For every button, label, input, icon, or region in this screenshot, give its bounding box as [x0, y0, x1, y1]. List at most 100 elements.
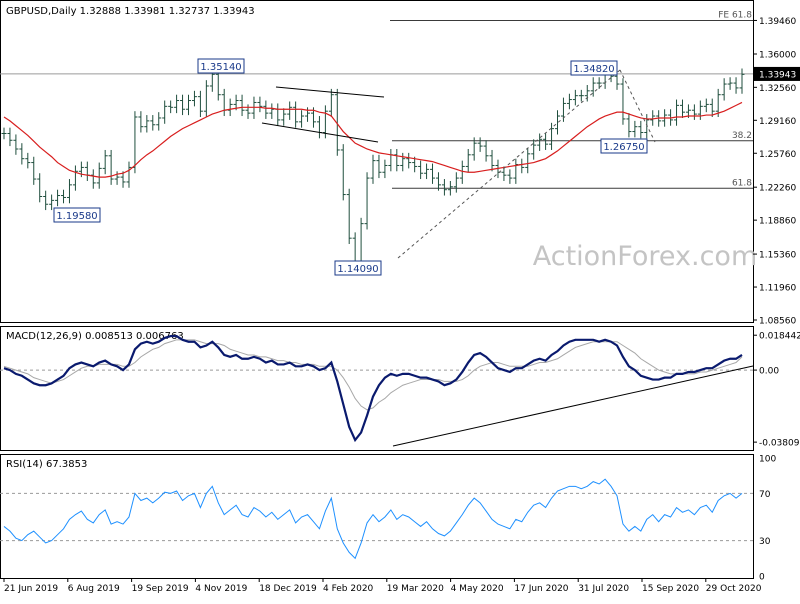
price-bar	[168, 100, 174, 114]
price-bar	[721, 78, 727, 101]
price-tick-label: 1.15360	[759, 251, 796, 261]
price-bar	[114, 171, 120, 185]
price-tick-label: 1.22260	[759, 184, 796, 194]
date-tick-label: 29 Oct 2020	[706, 584, 762, 594]
price-bar	[709, 98, 715, 118]
rsi-tick-label: 70	[759, 490, 771, 500]
price-bar	[180, 94, 186, 116]
price-bar	[102, 149, 108, 175]
price-bar	[477, 137, 483, 152]
price-bar	[322, 105, 328, 139]
rsi-line	[3, 478, 743, 560]
price-bar	[340, 144, 346, 201]
price-bar	[197, 90, 203, 118]
price-bar	[72, 165, 78, 191]
price-bar	[186, 94, 191, 116]
price-tick-label: 1.32560	[759, 84, 796, 94]
price-bar	[66, 179, 72, 204]
price-bar	[584, 85, 590, 102]
price-label-high-2019: 1.35140	[197, 58, 245, 74]
price-bar	[632, 120, 638, 138]
price-bar	[394, 148, 400, 172]
rsi-tick-label: 30	[759, 537, 771, 547]
price-bar	[346, 188, 352, 244]
price-bar	[162, 100, 168, 124]
price-bar	[435, 172, 441, 191]
macd-line	[3, 334, 743, 443]
price-bar	[465, 148, 471, 173]
price-bar	[650, 110, 656, 126]
price-bar	[620, 78, 626, 125]
price-tick-label: 1.25760	[759, 150, 796, 160]
date-tick-label: 19 Sep 2019	[132, 584, 189, 594]
price-bar	[537, 133, 543, 151]
price-bar	[525, 148, 531, 174]
price-bar	[156, 112, 162, 131]
channel-upper-line	[275, 86, 385, 98]
price-bar	[572, 89, 578, 106]
price-bar	[691, 104, 697, 120]
date-tick-label: 4 Feb 2020	[323, 584, 374, 594]
price-bar	[566, 93, 572, 110]
price-label-text: 1.35140	[200, 62, 241, 73]
price-label-text: 1.14090	[337, 264, 378, 275]
levels-layer: FE 61.8 38.2 61.8	[0, 10, 753, 189]
date-tick-label: 4 May 2020	[451, 584, 504, 594]
price-bar	[90, 169, 96, 189]
date-tick-label: 17 Jun 2020	[514, 584, 568, 594]
price-bar	[19, 143, 25, 165]
price-bar	[370, 154, 376, 184]
price-bar	[31, 156, 37, 185]
date-tick-label: 19 Mar 2020	[387, 584, 444, 594]
price-bar	[239, 94, 245, 117]
price-bar	[733, 77, 739, 94]
price-bar	[49, 194, 55, 211]
date-tick-label: 18 Dec 2019	[259, 584, 317, 594]
price-bar	[549, 122, 555, 150]
price-bar	[191, 90, 197, 107]
fe-618-label: FE 61.8	[718, 10, 752, 20]
price-bar	[430, 163, 436, 184]
price-tick-label: 1.36000	[759, 50, 796, 60]
price-bar	[96, 162, 102, 189]
price-bar	[215, 68, 221, 101]
macd-tick-label: -0.038095	[759, 439, 800, 449]
price-label-text: 1.26750	[603, 142, 644, 153]
ma-layer	[3, 101, 743, 178]
price-bar	[61, 189, 67, 204]
moving-average-line	[3, 101, 743, 178]
price-bar	[513, 158, 519, 184]
price-bar	[412, 156, 418, 173]
price-bar	[299, 110, 305, 128]
price-bar	[382, 159, 388, 179]
price-bar	[126, 161, 132, 188]
price-bar	[489, 149, 495, 172]
price-bar	[578, 89, 584, 102]
price-bar	[25, 152, 31, 169]
axis-layer: 1.39460 1.36000 1.32560 1.29160 1.25760 1.222…	[3, 17, 800, 594]
price-bar	[507, 169, 513, 184]
fib-618-label: 61.8	[732, 178, 752, 188]
current-price-text: 1.33943	[759, 70, 796, 80]
price-bar	[406, 152, 412, 169]
price-bar	[328, 88, 334, 118]
price-label-text: 1.34820	[573, 64, 614, 75]
price-label-low-sep: 1.26750	[600, 138, 648, 154]
date-tick-label: 4 Nov 2019	[195, 584, 247, 594]
price-bar	[638, 120, 644, 139]
price-bar	[471, 137, 477, 161]
price-bar	[555, 110, 560, 135]
price-label-text: 1.19580	[56, 211, 97, 222]
macd-tick-label: 0.00	[759, 367, 779, 377]
date-tick-label: 21 Jun 2019	[4, 584, 58, 594]
price-bar	[418, 160, 424, 180]
rsi-tick-label: 0	[759, 573, 765, 583]
price-bar	[120, 171, 126, 188]
price-bar	[697, 100, 703, 120]
price-bar	[543, 133, 549, 150]
price-bar	[233, 94, 239, 111]
macd-tick-label: 0.018442	[759, 332, 800, 342]
price-bar	[400, 152, 406, 172]
macd-trend-line	[392, 365, 754, 447]
